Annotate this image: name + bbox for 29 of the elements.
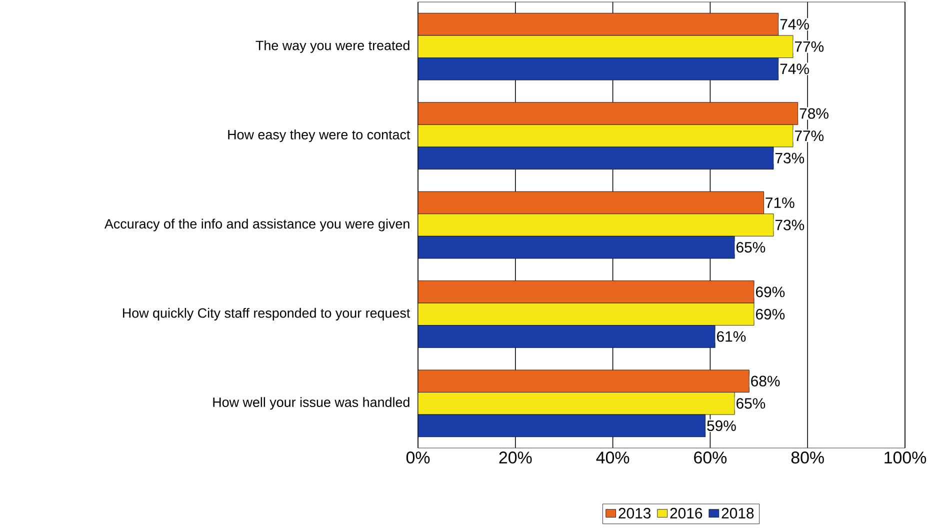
x-tick-label: 20% (499, 452, 532, 464)
data-label: 71% (766, 197, 794, 208)
x-tick-label: 40% (596, 452, 630, 464)
x-tick-label: 100% (884, 452, 926, 464)
data-label: 61% (717, 331, 746, 342)
data-label: 69% (756, 308, 785, 320)
data-label: 78% (800, 108, 828, 119)
data-label: 74% (780, 64, 809, 74)
x-tick-label: 0% (406, 452, 430, 464)
legend-label: 2013 (618, 508, 651, 519)
x-tick-label: 60% (694, 452, 727, 464)
y-tick-label: Accuracy of the info and assistance you were given (104, 218, 410, 232)
y-tick-label: The way you were treated (256, 40, 410, 53)
data-label: 77% (794, 130, 824, 142)
data-label: 65% (736, 242, 766, 253)
data-label: 68% (751, 376, 780, 386)
data-label: 69% (756, 286, 785, 298)
data-label: 65% (736, 398, 766, 409)
data-label: 73% (775, 152, 804, 164)
data-label: 74% (780, 19, 809, 30)
y-tick-label: How well your issue was handled (213, 397, 410, 410)
data-label: 59% (707, 420, 736, 431)
x-tick-label: 80% (791, 452, 824, 464)
data-label: 73% (775, 220, 804, 230)
y-tick-label: How easy they were to contact (228, 130, 410, 142)
legend-label: 2018 (722, 508, 754, 519)
data-label: 77% (794, 41, 824, 52)
legend-label: 2016 (670, 508, 702, 519)
y-tick-label: How quickly City staff responded to your request (123, 308, 410, 320)
